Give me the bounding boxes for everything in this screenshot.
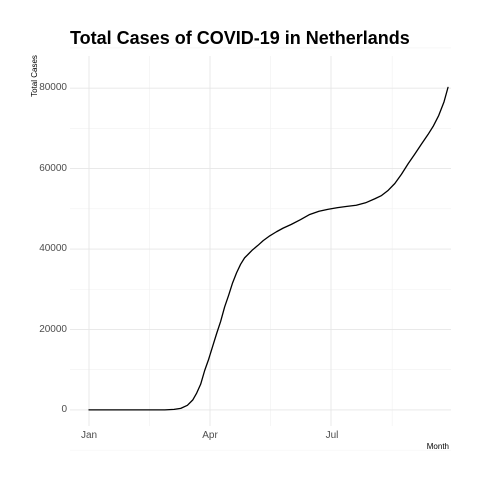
chart-title: Total Cases of COVID-19 in Netherlands	[70, 28, 410, 48]
y-tick-label-20000: 20000	[39, 324, 67, 335]
y-tick-label-40000: 40000	[39, 243, 67, 254]
x-axis-tick-labels: Jan Apr Jul	[81, 430, 338, 441]
y-tick-label-60000: 60000	[39, 163, 67, 174]
x-tick-label-jul: Jul	[326, 430, 339, 441]
total-cases-line	[88, 86, 449, 411]
major-gridlines-y	[70, 87, 451, 411]
major-gridlines-x	[88, 56, 332, 426]
y-axis-tick-labels: 0 20000 40000 60000 80000	[39, 82, 67, 415]
y-tick-label-80000: 80000	[39, 82, 67, 93]
y-tick-label-0: 0	[61, 404, 67, 415]
x-tick-label-apr: Apr	[202, 430, 218, 441]
x-tick-label-jan: Jan	[81, 430, 97, 441]
x-axis-label: Month	[427, 442, 449, 451]
minor-gridlines-y	[70, 47, 451, 451]
y-axis-label: Total Cases	[30, 55, 39, 97]
minor-gridlines-x	[149, 56, 393, 426]
